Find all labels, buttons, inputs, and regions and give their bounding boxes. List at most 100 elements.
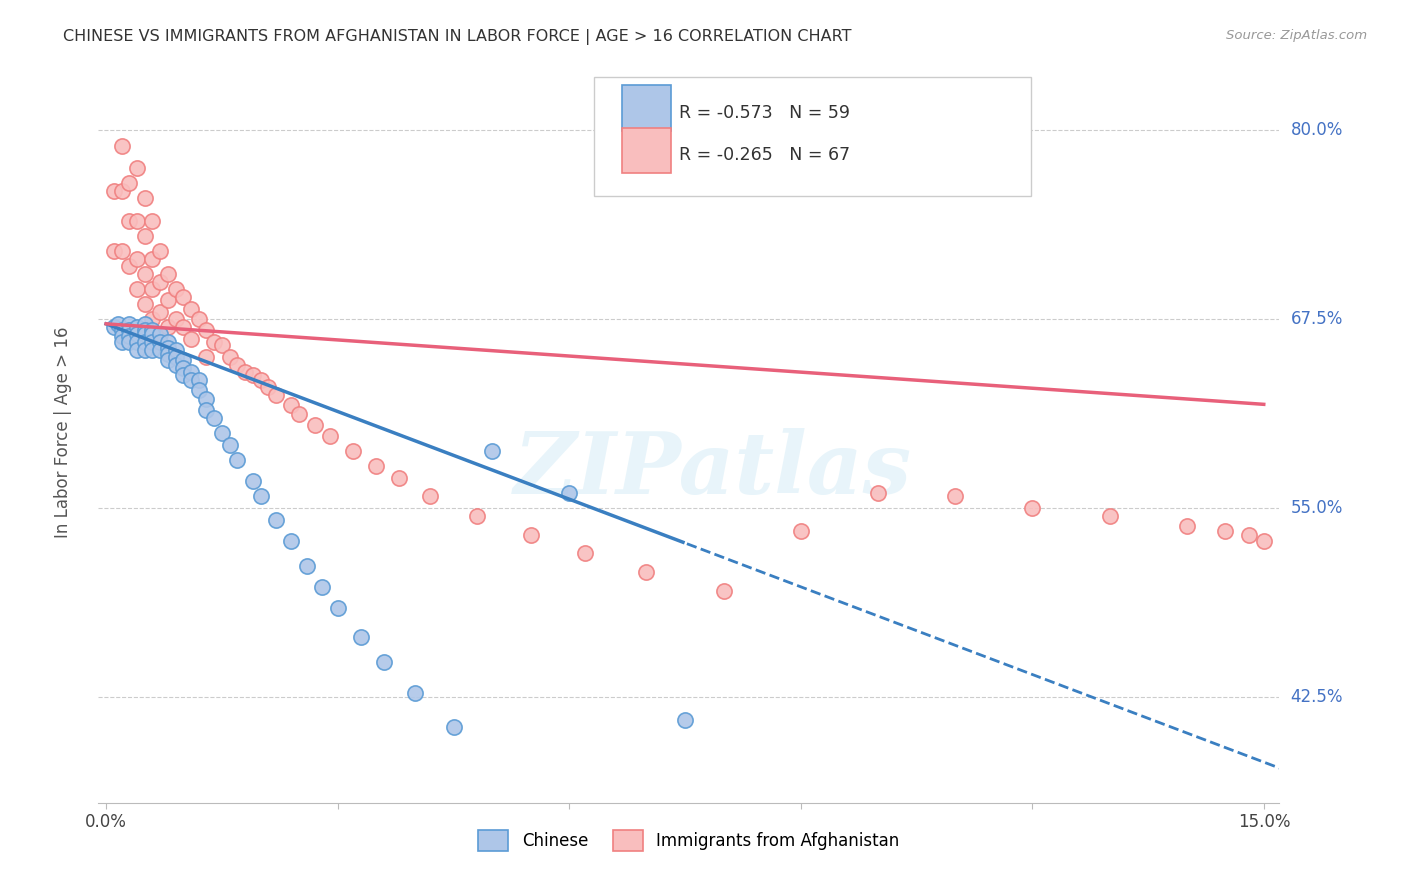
Point — [1021, 501, 1043, 516]
Point — [103, 244, 125, 259]
Point — [149, 327, 172, 342]
Point — [218, 350, 240, 364]
Point — [118, 323, 141, 337]
Point — [141, 282, 163, 296]
Point — [134, 327, 156, 342]
Point — [211, 425, 233, 440]
Point — [172, 319, 194, 334]
Point — [790, 524, 813, 538]
Point — [1237, 528, 1260, 542]
Point — [636, 565, 658, 579]
Point — [149, 275, 172, 289]
Text: R = -0.265   N = 67: R = -0.265 N = 67 — [679, 146, 851, 164]
Point — [180, 373, 202, 387]
Point — [218, 438, 240, 452]
Point — [311, 580, 333, 594]
Point — [149, 334, 172, 349]
Point — [304, 418, 326, 433]
Point — [141, 343, 163, 357]
Point — [180, 365, 202, 379]
Point — [280, 399, 302, 413]
Point — [1215, 524, 1237, 538]
Point — [118, 317, 141, 331]
Point — [187, 312, 209, 326]
Point — [110, 244, 132, 259]
Point — [195, 392, 218, 407]
Point — [172, 360, 194, 375]
Text: ZIPatlas: ZIPatlas — [513, 428, 911, 511]
Point — [125, 214, 148, 228]
Point — [288, 408, 311, 422]
Point — [187, 384, 209, 398]
Point — [141, 252, 163, 266]
Point — [149, 327, 172, 342]
Point — [172, 290, 194, 304]
Point — [180, 332, 202, 346]
Point — [211, 338, 233, 352]
Point — [141, 323, 163, 337]
Point — [134, 323, 156, 337]
Point — [156, 334, 179, 349]
Text: CHINESE VS IMMIGRANTS FROM AFGHANISTAN IN LABOR FORCE | AGE > 16 CORRELATION CHA: CHINESE VS IMMIGRANTS FROM AFGHANISTAN I… — [63, 29, 852, 45]
Point — [134, 297, 156, 311]
Point — [125, 343, 148, 357]
Point — [242, 474, 264, 488]
Point — [404, 685, 426, 699]
Point — [134, 191, 156, 205]
Point — [156, 353, 179, 368]
Point — [465, 508, 488, 523]
Point — [110, 184, 132, 198]
Point — [195, 403, 218, 417]
Text: 67.5%: 67.5% — [1291, 310, 1343, 328]
Point — [280, 534, 302, 549]
Point — [673, 713, 696, 727]
Point — [125, 327, 148, 342]
Legend: Chinese, Immigrants from Afghanistan: Chinese, Immigrants from Afghanistan — [471, 823, 907, 857]
Point — [319, 428, 342, 442]
Point — [125, 161, 148, 176]
Point — [713, 584, 735, 599]
Point — [419, 489, 441, 503]
Point — [195, 323, 218, 337]
Point — [134, 267, 156, 281]
Point — [110, 323, 132, 337]
Text: 42.5%: 42.5% — [1291, 688, 1343, 706]
Point — [125, 319, 148, 334]
Point — [180, 301, 202, 316]
Point — [226, 452, 249, 467]
Point — [187, 373, 209, 387]
Point — [149, 343, 172, 357]
Point — [141, 334, 163, 349]
Point — [366, 458, 388, 473]
Point — [118, 329, 141, 343]
Point — [264, 388, 287, 402]
Point — [202, 410, 225, 425]
Point — [156, 293, 179, 307]
Point — [118, 177, 141, 191]
FancyBboxPatch shape — [621, 128, 671, 173]
Point — [149, 304, 172, 318]
Point — [125, 334, 148, 349]
Point — [125, 282, 148, 296]
Point — [172, 368, 194, 383]
Point — [172, 353, 194, 368]
Point — [249, 373, 271, 387]
Y-axis label: In Labor Force | Age > 16: In Labor Force | Age > 16 — [53, 326, 72, 539]
Point — [134, 334, 156, 349]
Text: 55.0%: 55.0% — [1291, 500, 1343, 517]
Point — [110, 334, 132, 349]
Point — [481, 443, 503, 458]
Point — [165, 312, 187, 326]
Point — [110, 138, 132, 153]
Point — [249, 489, 271, 503]
Point — [264, 513, 287, 527]
Point — [574, 547, 596, 561]
Point — [156, 341, 179, 355]
Text: R = -0.573   N = 59: R = -0.573 N = 59 — [679, 103, 851, 122]
Point — [156, 347, 179, 361]
Point — [141, 327, 163, 342]
Point — [103, 184, 125, 198]
Point — [350, 630, 373, 644]
Point — [1175, 519, 1198, 533]
Point — [141, 214, 163, 228]
